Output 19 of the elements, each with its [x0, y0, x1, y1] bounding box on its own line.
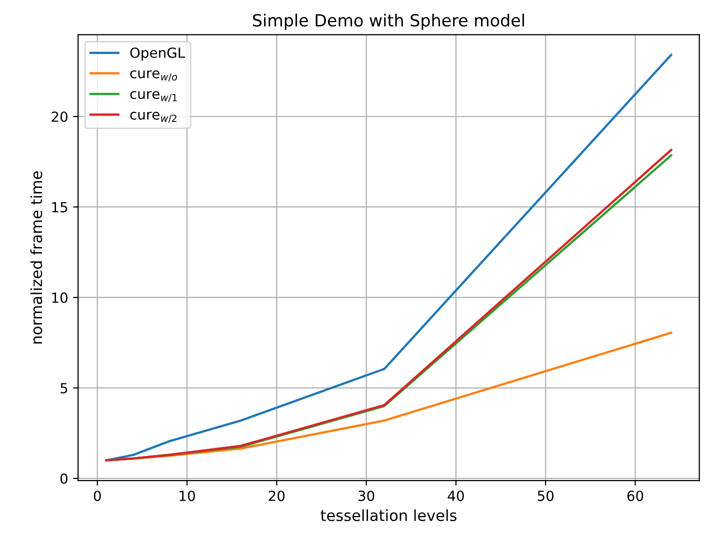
y-tick-label: 5 — [60, 383, 68, 394]
y-tick-label: 20 — [52, 111, 68, 122]
y-tick-label: 15 — [52, 202, 68, 212]
y-tick-label: 10 — [52, 292, 68, 303]
x-tick-label: 60 — [627, 490, 644, 502]
legend-label: cure$_{w/1}$ — [130, 91, 177, 102]
legend-label: cure$_{w/o}$ — [130, 70, 178, 82]
x-tick-label: 10 — [180, 490, 195, 502]
y-axis-title: normalized frame time — [30, 171, 42, 344]
legend-label: cure$_{w/2}$ — [130, 112, 176, 123]
x-tick-label: 40 — [448, 490, 464, 502]
x-tick-label: 0 — [94, 490, 101, 502]
x-tick-label: 20 — [268, 490, 285, 502]
x-axis-title: tessellation levels — [320, 509, 456, 522]
x-tick-label: 30 — [358, 490, 374, 502]
chart-title: Simple Demo with Sphere model — [253, 14, 524, 30]
y-tick-label: 0 — [60, 473, 68, 484]
legend-label: OpenGL — [130, 47, 186, 61]
x-tick-label: 50 — [538, 490, 554, 502]
